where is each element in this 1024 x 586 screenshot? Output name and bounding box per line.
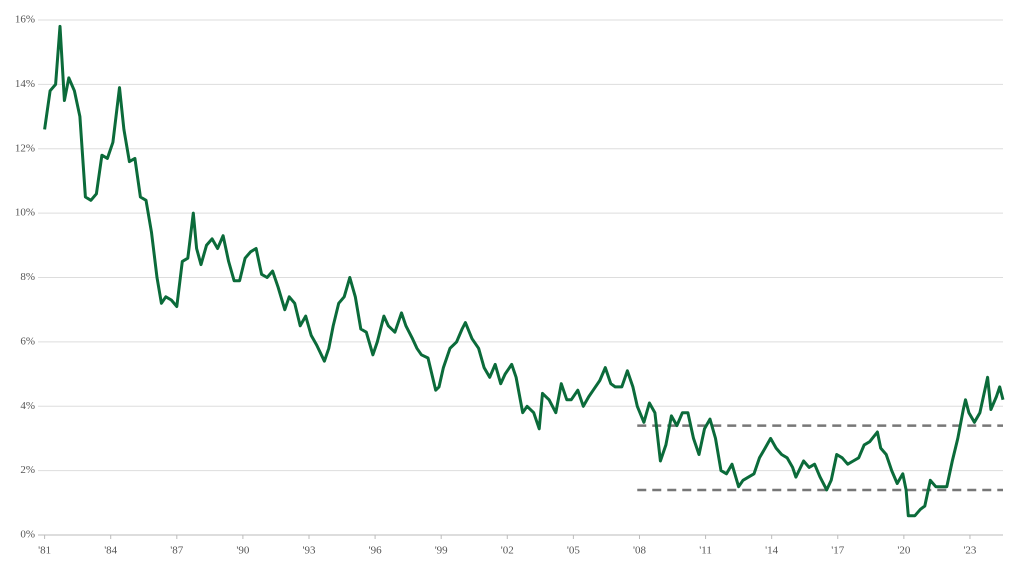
y-tick-label: 12% [15, 142, 35, 154]
y-tick-label: 8% [20, 271, 35, 283]
x-tick-label: '02 [501, 545, 514, 557]
y-tick-label: 2% [20, 464, 35, 476]
y-tick-label: 6% [20, 335, 35, 347]
y-tick-label: 16% [15, 14, 35, 26]
x-tick-label: '23 [963, 545, 976, 557]
x-tick-label: '96 [369, 545, 382, 557]
y-tick-label: 0% [20, 529, 35, 541]
x-tick-label: '20 [897, 545, 910, 557]
x-tick-label: '08 [633, 545, 646, 557]
y-tick-label: 10% [15, 207, 35, 219]
x-tick-label: '11 [699, 545, 712, 557]
x-tick-label: '05 [567, 545, 580, 557]
x-tick-label: '93 [303, 545, 316, 557]
x-tick-label: '90 [236, 545, 249, 557]
x-tick-label: '81 [38, 545, 51, 557]
y-tick-label: 14% [15, 78, 35, 90]
x-tick-label: '14 [765, 545, 778, 557]
x-tick-label: '99 [435, 545, 448, 557]
x-tick-label: '87 [170, 545, 183, 557]
x-tick-label: '17 [831, 545, 844, 557]
x-tick-label: '84 [104, 545, 117, 557]
y-tick-label: 4% [20, 400, 35, 412]
line-series [43, 24, 1005, 518]
